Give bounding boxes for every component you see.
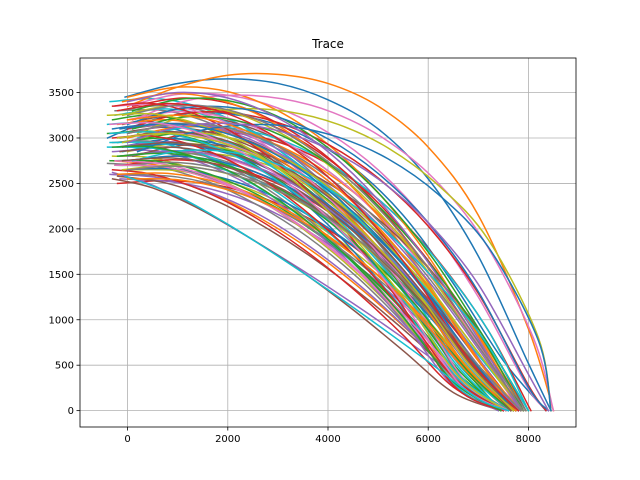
y-tick-label: 2500 [49, 179, 74, 190]
series-line-94 [116, 102, 520, 412]
series-line-89 [106, 112, 507, 412]
x-tick-label: 4000 [315, 434, 340, 445]
series-line-22 [126, 72, 555, 412]
series-line-100 [124, 175, 510, 412]
series-line-72 [116, 172, 515, 412]
series-line-78 [126, 104, 527, 412]
series-line-87 [114, 164, 510, 412]
x-tick-label: 2000 [215, 434, 240, 445]
series-line-85 [126, 91, 522, 412]
y-tick-label: 1500 [49, 270, 74, 281]
series-line-97 [109, 121, 507, 412]
series-line-82 [126, 114, 515, 412]
series-line-93 [111, 145, 502, 412]
series-line-81 [136, 123, 552, 412]
x-axis: 0 2000 4000 6000 8000 [124, 427, 541, 445]
series-lines [106, 72, 555, 412]
y-tick-label: 500 [55, 361, 74, 372]
series-line-63 [131, 97, 530, 412]
y-tick-label: 2000 [49, 224, 74, 235]
series-line-92 [126, 177, 517, 412]
y-tick-label: 3000 [49, 133, 74, 144]
series-line-11 [124, 78, 552, 412]
series-line-90 [131, 149, 530, 412]
y-tick-label: 0 [68, 406, 74, 417]
x-tick-label: 8000 [516, 434, 541, 445]
series-line-99 [116, 132, 515, 412]
series-line-98 [126, 165, 522, 412]
y-axis: 0 500 1000 1500 2000 2500 3000 3500 [49, 88, 80, 417]
x-tick-label: 0 [124, 434, 130, 445]
x-tick-label: 6000 [415, 434, 440, 445]
series-line-83 [116, 152, 512, 412]
series-line-37 [131, 94, 555, 412]
y-tick-label: 3500 [49, 88, 74, 99]
chart-title: Trace [311, 37, 344, 51]
series-line-84 [111, 134, 505, 412]
series-line-95 [126, 122, 550, 412]
y-tick-label: 1000 [49, 315, 74, 326]
